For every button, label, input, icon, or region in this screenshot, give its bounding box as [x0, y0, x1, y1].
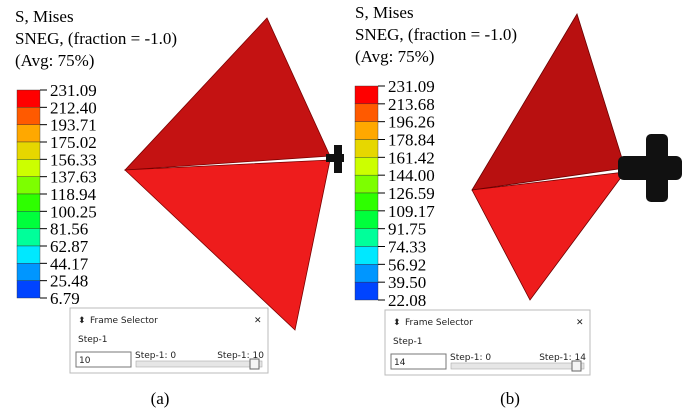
legend-title: SNEG, (fraction = -1.0) [15, 29, 177, 48]
legend-swatch [17, 194, 40, 211]
legend-swatch [355, 86, 378, 104]
slider-thumb[interactable] [572, 361, 581, 371]
legend-label: 212.40 [50, 98, 97, 117]
legend-title: (Avg: 75%) [15, 51, 94, 70]
legend-title: S, Mises [15, 7, 74, 26]
dialog-icon: ⬍ [393, 318, 401, 328]
legend-swatch [17, 281, 40, 298]
pyramid-face [125, 160, 330, 330]
legend-label: 39.50 [388, 273, 426, 292]
cross [646, 134, 668, 202]
legend-label: 81.56 [50, 220, 88, 239]
dialog-title: Frame Selector [90, 316, 158, 326]
close-button[interactable]: ✕ [576, 318, 584, 328]
legend-label: 126.59 [388, 184, 435, 203]
frame-value: 14 [394, 358, 406, 368]
legend-swatch [355, 193, 378, 211]
caption: (b) [500, 389, 520, 408]
dialog-title: Frame Selector [405, 318, 473, 328]
legend-title: S, Mises [355, 3, 414, 22]
range-start: Step-1: 0 [135, 351, 176, 361]
legend-swatch [355, 122, 378, 140]
legend-label: 161.42 [388, 148, 435, 167]
legend-label: 6.79 [50, 289, 80, 308]
legend-swatch [355, 229, 378, 247]
legend-swatch [355, 175, 378, 193]
legend-label: 213.68 [388, 95, 435, 114]
legend-swatch [355, 211, 378, 229]
rod [334, 145, 342, 173]
legend-label: 175.02 [50, 133, 97, 152]
legend-swatch [355, 157, 378, 175]
legend-label: 178.84 [388, 131, 435, 150]
legend-swatch [17, 142, 40, 159]
legend-label: 144.00 [388, 166, 435, 185]
legend-swatch [17, 211, 40, 228]
legend-label: 100.25 [50, 202, 97, 221]
legend-title: SNEG, (fraction = -1.0) [355, 25, 517, 44]
slider-track [136, 361, 262, 367]
slider-thumb[interactable] [250, 359, 259, 369]
legend-swatch [355, 247, 378, 265]
legend-swatch [355, 282, 378, 300]
legend-label: 25.48 [50, 272, 88, 291]
legend-label: 109.17 [388, 202, 435, 221]
legend-label: 137.63 [50, 168, 97, 187]
legend-label: 231.09 [388, 77, 435, 96]
figure: S, Mises SNEG, (fraction = -1.0) (Avg: 75%… [0, 0, 687, 412]
legend-label: 22.08 [388, 291, 426, 310]
legend-swatch [355, 104, 378, 122]
legend-swatch [17, 159, 40, 176]
step-label: Step-1 [393, 337, 422, 347]
legend-label: 91.75 [388, 220, 426, 239]
step-label: Step-1 [78, 335, 107, 345]
legend-label: 156.33 [50, 150, 97, 169]
legend-title: (Avg: 75%) [355, 47, 434, 66]
legend-label: 62.87 [50, 237, 89, 256]
legend-label: 196.26 [388, 113, 435, 132]
legend-swatch [355, 264, 378, 282]
legend-label: 193.71 [50, 116, 97, 135]
legend-swatch [355, 140, 378, 158]
frame-value: 10 [79, 356, 91, 366]
legend-swatch [17, 107, 40, 124]
legend-swatch [17, 263, 40, 280]
legend-swatch [17, 246, 40, 263]
range-start: Step-1: 0 [450, 353, 491, 363]
legend-label: 118.94 [50, 185, 97, 204]
dialog-icon: ⬍ [78, 316, 86, 326]
legend-swatch [17, 177, 40, 194]
legend-label: 56.92 [388, 255, 426, 274]
legend-label: 231.09 [50, 81, 97, 100]
legend-swatch [17, 229, 40, 246]
legend-swatch [17, 90, 40, 107]
caption: (a) [151, 389, 170, 408]
legend-swatch [17, 125, 40, 142]
legend-label: 44.17 [50, 254, 89, 273]
pyramid-face [472, 172, 625, 300]
legend-label: 74.33 [388, 238, 426, 257]
slider-track [451, 363, 584, 369]
close-button[interactable]: ✕ [254, 316, 262, 326]
